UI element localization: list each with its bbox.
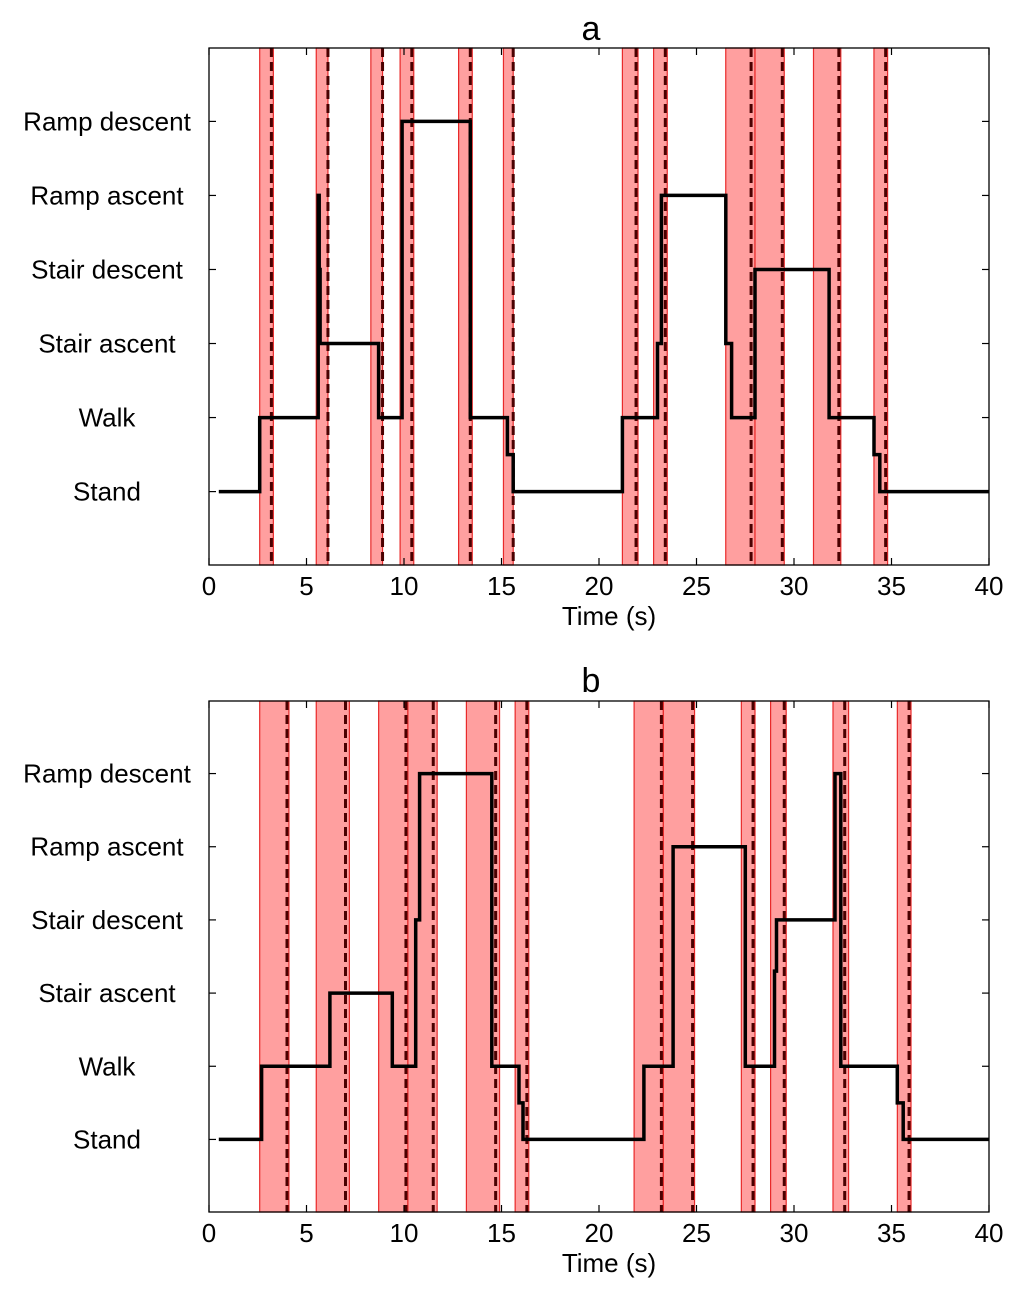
x-tick-label: 15 — [487, 1218, 516, 1248]
x-tick-label: 35 — [877, 1218, 906, 1248]
x-tick-label: 15 — [487, 571, 516, 601]
x-tick-label: 5 — [299, 571, 313, 601]
y-category-label: Stair descent — [31, 254, 184, 284]
x-tick-label: 20 — [585, 1218, 614, 1248]
shaded-band-10 — [812, 47, 842, 566]
x-axis-label: Time (s) — [562, 1248, 656, 1278]
chart-title: a — [582, 10, 601, 48]
shaded-band-4 — [465, 700, 501, 1213]
chart-title: b — [582, 662, 601, 700]
y-category-label: Stair descent — [31, 905, 184, 935]
shaded-band-7 — [662, 700, 696, 1213]
x-tick-label: 10 — [390, 1218, 419, 1248]
x-tick-label: 30 — [780, 1218, 809, 1248]
x-axis-label: Time (s) — [562, 601, 656, 631]
x-tick-label: 20 — [585, 571, 614, 601]
y-category-label: Stair ascent — [38, 978, 176, 1008]
y-category-label: Ramp descent — [23, 759, 191, 789]
x-tick-label: 35 — [877, 571, 906, 601]
shaded-band-6 — [633, 700, 664, 1213]
shaded-band-2 — [378, 700, 409, 1213]
x-tick-label: 25 — [682, 1218, 711, 1248]
y-category-label: Ramp ascent — [30, 180, 184, 210]
x-tick-label: 40 — [975, 571, 1004, 601]
y-category-label: Stair ascent — [38, 329, 176, 359]
x-tick-label: 0 — [202, 1218, 216, 1248]
x-tick-label: 25 — [682, 571, 711, 601]
y-category-label: Ramp ascent — [30, 832, 184, 862]
x-tick-label: 10 — [390, 571, 419, 601]
chart-panel-a: 0 5 10 15 20 25 30 35 40 Stand Walk Stair ascent Sta… — [23, 10, 1003, 631]
y-category-label: Stand — [73, 477, 141, 507]
mode-step-line — [218, 119, 989, 494]
x-tick-label: 30 — [780, 571, 809, 601]
y-category-label: Walk — [79, 1051, 137, 1081]
chart-panel-b: 0 5 10 15 20 25 30 35 40 Stand Walk Stair ascent Sta… — [23, 662, 1003, 1278]
mode-step-line — [218, 771, 989, 1142]
x-tick-label: 5 — [299, 1218, 313, 1248]
y-category-label: Ramp descent — [23, 106, 191, 136]
shaded-band-0 — [259, 700, 290, 1213]
y-category-label: Walk — [79, 403, 137, 433]
x-tick-label: 40 — [975, 1218, 1004, 1248]
shaded-band-9 — [754, 47, 785, 566]
shaded-band-2 — [370, 47, 384, 566]
y-category-label: Stand — [73, 1124, 141, 1154]
x-tick-label: 0 — [202, 571, 216, 601]
